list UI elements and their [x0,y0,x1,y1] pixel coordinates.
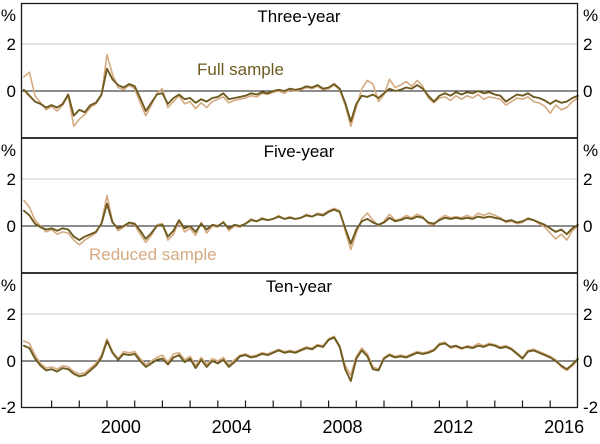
y-axis-0-left-p2: 0 [7,217,16,236]
y-axis-2-right-p2: 2 [583,170,592,189]
legend-label-full-sample: Full sample [197,60,284,79]
x-axis-label-2008: 2008 [322,417,362,437]
panel-2-title: Five-year [264,142,335,161]
y-axis-0-left-p1: 0 [7,82,16,101]
y-axis-0-right-p1: 0 [583,82,592,101]
y-axis-neg2-left: -2 [1,398,16,417]
y-axis-percent-right-p1: % [583,6,598,25]
y-axis-2-right-p1: 2 [583,35,592,54]
legend-label-reduced-sample: Reduced sample [89,245,217,264]
y-axis-percent-right-p2: % [583,141,598,160]
x-axis-label-2004: 2004 [212,417,252,437]
x-axis-label-2016: 2016 [544,417,584,437]
panel-3-title: Ten-year [266,277,332,296]
y-axis-2-right-p3: 2 [583,305,592,324]
y-axis-percent-right-p3: % [583,276,598,295]
panel-1-title: Three-year [257,7,340,26]
y-axis-2-left-p3: 2 [7,305,16,324]
y-axis-percent-left-p3: % [1,276,16,295]
x-axis-label-2012: 2012 [433,417,473,437]
y-axis-neg2-right: -2 [583,398,598,417]
y-axis-2-left-p1: 2 [7,35,16,54]
y-axis-percent-left-p1: % [1,6,16,25]
x-axis-label-2000: 2000 [101,417,141,437]
y-axis-2-left-p2: 2 [7,170,16,189]
y-axis-percent-left-p2: % [1,141,16,160]
y-axis-0-right-p3: 0 [583,352,592,371]
y-axis-0-left-p3: 0 [7,352,16,371]
y-axis-0-right-p2: 0 [583,217,592,236]
plot-layer [20,2,579,409]
